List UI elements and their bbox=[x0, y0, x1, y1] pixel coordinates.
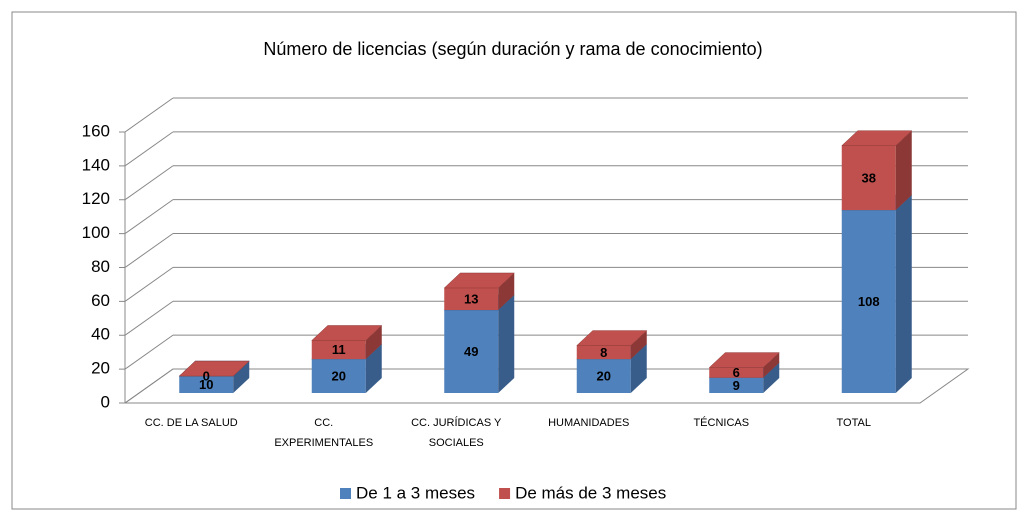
grid-line bbox=[124, 131, 174, 167]
bar-segment bbox=[311, 325, 383, 360]
bar-front bbox=[179, 376, 234, 393]
x-tick-label: CC. JURÍDICAS Y SOCIALES bbox=[411, 417, 502, 449]
y-tick-label: 160 bbox=[82, 121, 110, 140]
x-tick-label: CC. DE LA SALUD bbox=[144, 417, 238, 429]
bar-segment bbox=[443, 294, 515, 393]
legend-swatch bbox=[499, 488, 511, 499]
bar-front bbox=[709, 367, 764, 378]
bar-side bbox=[365, 344, 382, 393]
data-label: 6 bbox=[733, 365, 740, 380]
data-label: 9 bbox=[733, 378, 740, 393]
data-label: 0 bbox=[203, 369, 210, 384]
legend-swatch bbox=[340, 488, 351, 499]
grid-line bbox=[124, 233, 174, 268]
y-tick-label: 0 bbox=[101, 392, 110, 411]
x-tick-label: TOTAL bbox=[836, 417, 871, 429]
bar-side bbox=[895, 130, 912, 211]
bar-segment bbox=[841, 130, 913, 211]
bar-top bbox=[443, 272, 515, 289]
bar-segment bbox=[841, 194, 913, 393]
data-label: 20 bbox=[332, 369, 346, 384]
data-label: 49 bbox=[464, 344, 478, 359]
grid-line bbox=[124, 266, 174, 302]
bar-top bbox=[178, 360, 250, 377]
bar-front bbox=[841, 210, 896, 393]
grid-line bbox=[124, 334, 174, 370]
bar-front bbox=[444, 287, 499, 311]
bar-top bbox=[576, 330, 648, 346]
x-tick-label: HUMANIDADES bbox=[548, 417, 630, 429]
data-label: 8 bbox=[600, 345, 607, 360]
data-label: 20 bbox=[597, 369, 611, 384]
bar-side bbox=[630, 330, 647, 360]
bar-side bbox=[498, 295, 515, 393]
bar-top bbox=[708, 352, 780, 368]
data-label: 13 bbox=[464, 291, 478, 306]
y-tick-label: 120 bbox=[82, 189, 110, 208]
y-tick-label: 140 bbox=[82, 155, 110, 174]
bar-side bbox=[630, 344, 647, 393]
legend-label: De más de 3 meses bbox=[515, 483, 666, 502]
bar-segment bbox=[708, 352, 780, 378]
grid-line bbox=[124, 368, 174, 404]
bar-front bbox=[311, 340, 366, 360]
bar-top bbox=[311, 325, 383, 341]
bar-side bbox=[763, 362, 780, 393]
bar-top bbox=[841, 130, 913, 146]
bar-front bbox=[444, 310, 499, 393]
bar-segment bbox=[443, 272, 515, 311]
data-label: 108 bbox=[858, 294, 880, 309]
bar-side bbox=[763, 352, 780, 378]
legend-label: De 1 a 3 meses bbox=[356, 483, 475, 502]
chart-title: Número de licencias (según duración y ra… bbox=[263, 39, 762, 59]
bar-front bbox=[311, 359, 366, 393]
grid-line bbox=[124, 165, 174, 201]
bar-side bbox=[498, 272, 515, 311]
y-tick-label: 40 bbox=[91, 325, 110, 344]
bar-front bbox=[709, 377, 764, 393]
bar-side bbox=[233, 361, 250, 393]
data-label: 11 bbox=[332, 342, 346, 357]
y-tick-label: 60 bbox=[91, 291, 110, 310]
bar-front bbox=[576, 359, 631, 393]
bar-segment bbox=[178, 360, 250, 377]
bar-front bbox=[841, 145, 896, 211]
y-tick-label: 20 bbox=[91, 359, 110, 378]
data-label: 38 bbox=[862, 170, 876, 185]
y-tick-label: 100 bbox=[82, 223, 110, 242]
y-tick-label: 80 bbox=[91, 257, 110, 276]
x-tick-label: TÉCNICAS bbox=[693, 417, 750, 429]
grid-line bbox=[124, 199, 174, 235]
bar-side bbox=[895, 195, 912, 393]
grid-line bbox=[124, 97, 174, 133]
x-tick-label: CC. EXPERIMENTALES bbox=[274, 417, 374, 449]
data-label: 10 bbox=[199, 377, 213, 392]
bar-side bbox=[365, 325, 382, 360]
bar-segment bbox=[576, 330, 648, 360]
bar-front bbox=[576, 345, 631, 360]
grid-line bbox=[124, 300, 174, 336]
